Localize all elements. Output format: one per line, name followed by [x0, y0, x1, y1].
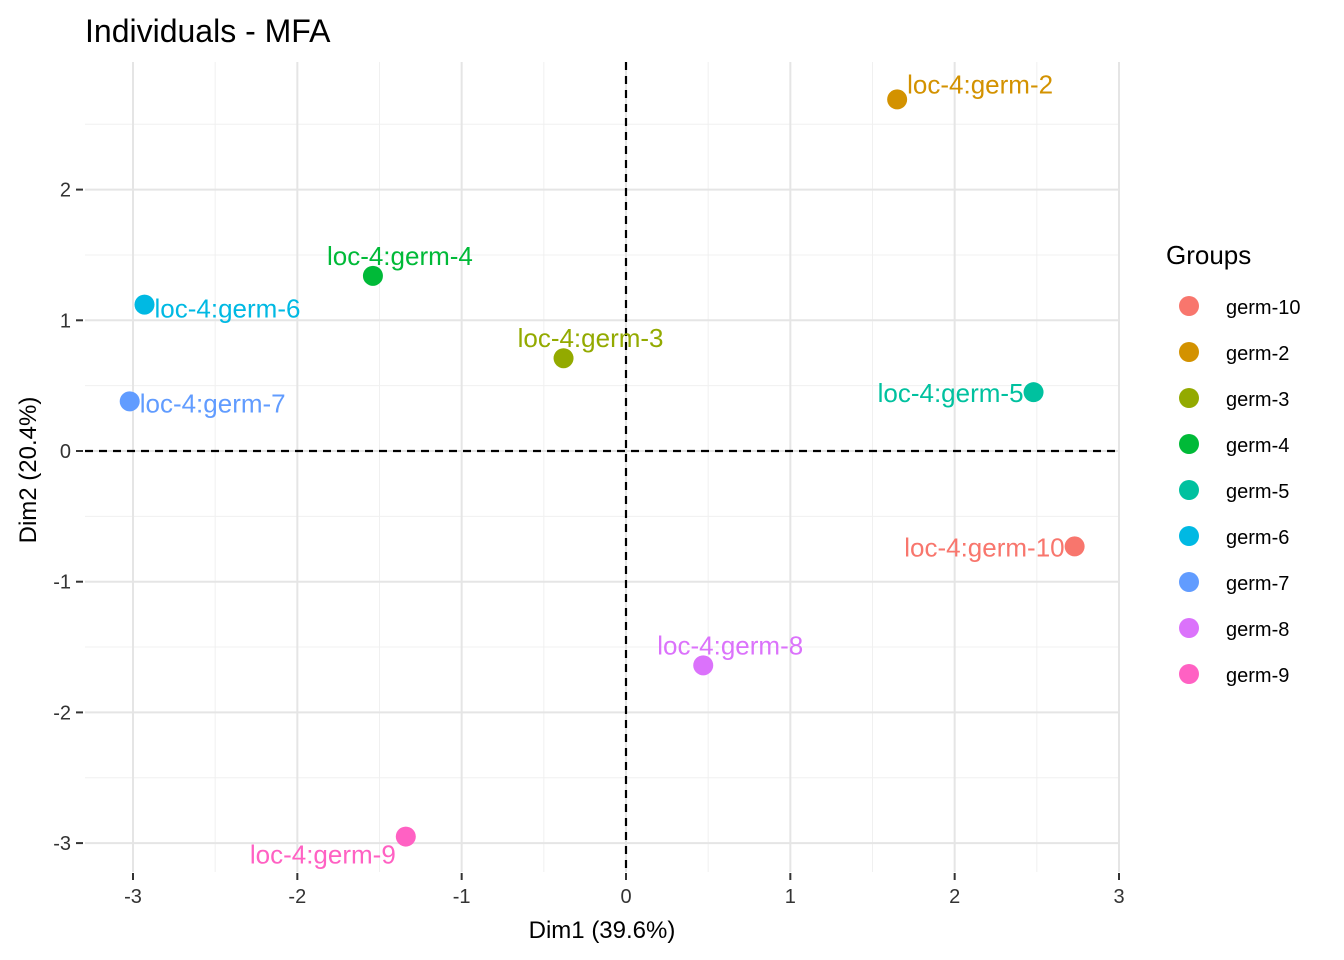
y-tick-label: 0: [60, 441, 71, 463]
legend-label: germ-2: [1226, 343, 1289, 365]
y-tick-label: -1: [53, 572, 71, 594]
point-label: loc-4:germ-9: [250, 840, 396, 870]
y-tick-label: 2: [60, 180, 71, 202]
legend-label: germ-10: [1226, 297, 1300, 319]
data-point: [693, 655, 714, 676]
legend-item: germ-9: [1179, 664, 1289, 687]
x-tick-label: 1: [785, 886, 796, 908]
plot-grid: [85, 62, 1120, 872]
data-point: [134, 294, 155, 315]
point-labels: loc-4:germ-2 loc-4:germ-4 loc-4:germ-6 loc-…: [140, 69, 1065, 869]
legend-label: germ-9: [1226, 665, 1289, 687]
data-point: [362, 265, 383, 286]
y-tick-label: -3: [53, 833, 71, 855]
chart-title: Individuals - MFA: [85, 13, 331, 49]
legend-item: germ-4: [1179, 434, 1289, 457]
legend-key: [1179, 526, 1199, 546]
y-tick-label: -2: [53, 702, 71, 724]
x-tick-label: -1: [453, 886, 471, 908]
legend-key: [1179, 342, 1199, 362]
legend-key: [1179, 296, 1199, 316]
data-point: [395, 826, 416, 847]
legend-label: germ-6: [1226, 527, 1289, 549]
legend-key: [1179, 572, 1199, 592]
legend-item: germ-8: [1179, 618, 1289, 641]
x-tick-label: 3: [1113, 886, 1124, 908]
point-label: loc-4:germ-3: [518, 323, 664, 353]
point-label: loc-4:germ-10: [904, 532, 1064, 562]
legend-key: [1179, 388, 1199, 408]
x-tick-label: -2: [288, 886, 306, 908]
reference-lines: [85, 62, 1120, 872]
point-label: loc-4:germ-6: [155, 294, 301, 324]
legend-label: germ-7: [1226, 573, 1289, 595]
point-label: loc-4:germ-8: [657, 630, 803, 660]
legend-key: [1179, 618, 1199, 638]
legend-key: [1179, 664, 1199, 684]
data-point: [887, 89, 908, 110]
legend-item: germ-2: [1179, 342, 1289, 365]
legend-item: germ-5: [1179, 480, 1289, 503]
x-tick-label: -3: [124, 886, 142, 908]
legend-title: Groups: [1166, 240, 1251, 270]
x-tick-label: 0: [620, 886, 631, 908]
legend-key: [1179, 480, 1199, 500]
axes: -3 -2 -1 0 1 2 3 -3 -2 -1 0 1 2: [53, 180, 1124, 908]
legend-item: germ-6: [1179, 526, 1289, 549]
x-axis-title: Dim1 (39.6%): [529, 917, 676, 944]
data-point: [553, 348, 574, 369]
data-points: [119, 89, 1085, 847]
y-tick-label: 1: [60, 310, 71, 332]
legend-label: germ-3: [1226, 389, 1289, 411]
point-label: loc-4:germ-7: [140, 388, 286, 418]
legend-item: germ-3: [1179, 388, 1289, 411]
legend: Groups germ-10 germ-2 germ-3 germ-4 germ-5 ge…: [1166, 240, 1300, 687]
point-label: loc-4:germ-4: [327, 241, 473, 271]
y-axis-title: Dim2 (20.4%): [15, 397, 42, 544]
legend-label: germ-5: [1226, 481, 1289, 503]
legend-key: [1179, 434, 1199, 454]
x-tick-label: 2: [949, 886, 960, 908]
legend-label: germ-8: [1226, 619, 1289, 641]
data-point: [119, 391, 140, 412]
point-label: loc-4:germ-2: [907, 69, 1053, 99]
data-point: [1023, 382, 1044, 403]
legend-item: germ-7: [1179, 572, 1289, 595]
data-point: [1064, 536, 1085, 557]
legend-item: germ-10: [1179, 296, 1300, 319]
legend-label: germ-4: [1226, 435, 1289, 457]
point-label: loc-4:germ-5: [878, 378, 1024, 408]
